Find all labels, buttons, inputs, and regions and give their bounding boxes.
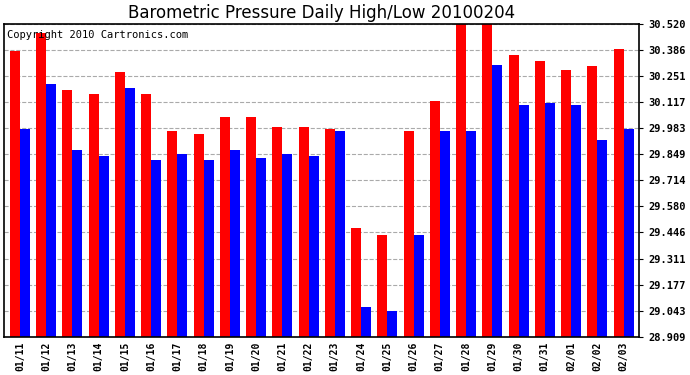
- Bar: [230, 150, 240, 337]
- Bar: [456, 18, 466, 337]
- Bar: [46, 84, 56, 337]
- Bar: [256, 158, 266, 337]
- Bar: [535, 61, 545, 337]
- Bar: [361, 307, 371, 337]
- Bar: [72, 150, 82, 337]
- Bar: [482, 14, 493, 337]
- Bar: [151, 160, 161, 337]
- Bar: [598, 140, 607, 337]
- Bar: [62, 90, 72, 337]
- Bar: [273, 127, 282, 337]
- Bar: [20, 129, 30, 337]
- Bar: [194, 134, 204, 337]
- Bar: [246, 117, 256, 337]
- Bar: [335, 130, 345, 337]
- Bar: [519, 105, 529, 337]
- Bar: [613, 49, 624, 337]
- Bar: [440, 130, 450, 337]
- Bar: [571, 105, 581, 337]
- Bar: [624, 129, 633, 337]
- Bar: [430, 101, 440, 337]
- Bar: [177, 154, 188, 337]
- Bar: [168, 130, 177, 337]
- Bar: [36, 33, 46, 337]
- Bar: [99, 156, 108, 337]
- Bar: [351, 228, 361, 337]
- Bar: [282, 154, 293, 337]
- Bar: [204, 160, 214, 337]
- Bar: [115, 72, 125, 337]
- Bar: [466, 130, 476, 337]
- Bar: [220, 117, 230, 337]
- Bar: [299, 127, 308, 337]
- Bar: [493, 64, 502, 337]
- Bar: [387, 311, 397, 337]
- Bar: [141, 94, 151, 337]
- Bar: [545, 104, 555, 337]
- Bar: [561, 70, 571, 337]
- Bar: [404, 130, 413, 337]
- Bar: [325, 129, 335, 337]
- Bar: [89, 94, 99, 337]
- Bar: [308, 156, 319, 337]
- Bar: [587, 66, 598, 337]
- Title: Barometric Pressure Daily High/Low 20100204: Barometric Pressure Daily High/Low 20100…: [128, 4, 515, 22]
- Text: Copyright 2010 Cartronics.com: Copyright 2010 Cartronics.com: [8, 30, 188, 40]
- Bar: [377, 236, 387, 337]
- Bar: [10, 51, 20, 337]
- Bar: [413, 236, 424, 337]
- Bar: [509, 55, 519, 337]
- Bar: [125, 88, 135, 337]
